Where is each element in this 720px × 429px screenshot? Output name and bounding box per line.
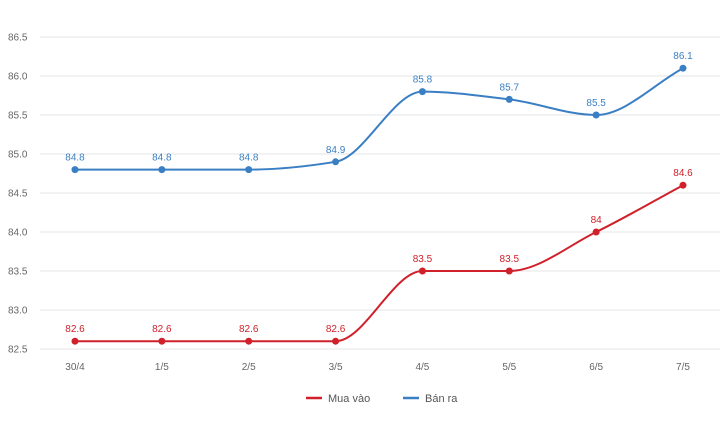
data-point-mua-vao: [505, 267, 513, 275]
data-point-ban-ra: [418, 88, 426, 96]
data-label-ban-ra: 84.8: [239, 153, 259, 164]
series-mua-vao: 82.6 82.6 82.6 82.6 83.5 83.5 84 84.6: [65, 168, 693, 345]
series-line-mua-vao: [75, 184, 684, 343]
data-label-mua-vao: 84: [591, 215, 603, 226]
y-tick-label: 86.0: [8, 72, 28, 83]
data-point-ban-ra: [71, 166, 79, 174]
x-tick-label: 1/5: [155, 362, 169, 373]
y-tick-label: 84.5: [8, 189, 28, 200]
gridlines: [40, 36, 720, 350]
data-point-ban-ra: [592, 111, 600, 119]
y-tick-label: 85.0: [8, 150, 28, 161]
x-tick-label: 4/5: [415, 362, 429, 373]
data-point-mua-vao: [245, 337, 253, 345]
data-point-mua-vao: [71, 337, 79, 345]
legend: Mua vào Bán ra: [306, 393, 458, 405]
data-label-mua-vao: 82.6: [152, 324, 172, 335]
data-label-ban-ra: 84.9: [326, 145, 346, 156]
data-label-mua-vao: 83.5: [500, 254, 520, 265]
data-point-ban-ra: [332, 158, 340, 166]
y-axis-ticks: 82.5 83.0 83.5 84.0 84.5 85.0 85.5 86.0 86.5: [8, 33, 28, 356]
data-point-ban-ra: [245, 166, 253, 174]
data-point-ban-ra: [158, 166, 166, 174]
data-point-ban-ra: [679, 64, 687, 72]
data-label-mua-vao: 84.6: [673, 168, 693, 179]
y-tick-label: 83.5: [8, 267, 28, 278]
data-point-ban-ra: [505, 95, 513, 103]
y-tick-label: 86.5: [8, 33, 28, 44]
data-label-ban-ra: 85.5: [586, 98, 606, 109]
y-tick-label: 85.5: [8, 111, 28, 122]
y-tick-label: 83.0: [8, 306, 28, 317]
data-label-ban-ra: 86.1: [673, 51, 693, 62]
y-tick-label: 84.0: [8, 228, 28, 239]
data-point-mua-vao: [679, 181, 687, 189]
data-label-ban-ra: 85.8: [413, 75, 433, 86]
data-point-mua-vao: [332, 337, 340, 345]
data-label-ban-ra: 84.8: [65, 153, 85, 164]
data-label-mua-vao: 82.6: [65, 324, 85, 335]
y-tick-label: 82.5: [8, 345, 28, 356]
series-ban-ra: 84.8 84.8 84.8 84.9 85.8 85.7 85.5 86.1: [65, 51, 693, 174]
data-point-mua-vao: [158, 337, 166, 345]
series-line-ban-ra: [74, 67, 684, 171]
x-tick-label: 5/5: [502, 362, 516, 373]
x-tick-label: 6/5: [589, 362, 603, 373]
x-axis-ticks: 30/4 1/5 2/5 3/5 4/5 5/5 6/5 7/5: [65, 362, 690, 373]
legend-label-mua-vao: Mua vào: [328, 393, 370, 405]
legend-label-ban-ra: Bán ra: [425, 393, 458, 405]
x-tick-label: 30/4: [65, 362, 85, 373]
x-tick-label: 3/5: [329, 362, 343, 373]
data-label-ban-ra: 84.8: [152, 153, 172, 164]
data-label-mua-vao: 82.6: [239, 324, 259, 335]
x-tick-label: 7/5: [676, 362, 690, 373]
x-tick-label: 2/5: [242, 362, 256, 373]
data-label-mua-vao: 83.5: [413, 254, 433, 265]
data-label-ban-ra: 85.7: [500, 82, 520, 93]
data-point-mua-vao: [418, 267, 426, 275]
data-label-mua-vao: 82.6: [326, 324, 346, 335]
data-point-mua-vao: [592, 228, 600, 236]
